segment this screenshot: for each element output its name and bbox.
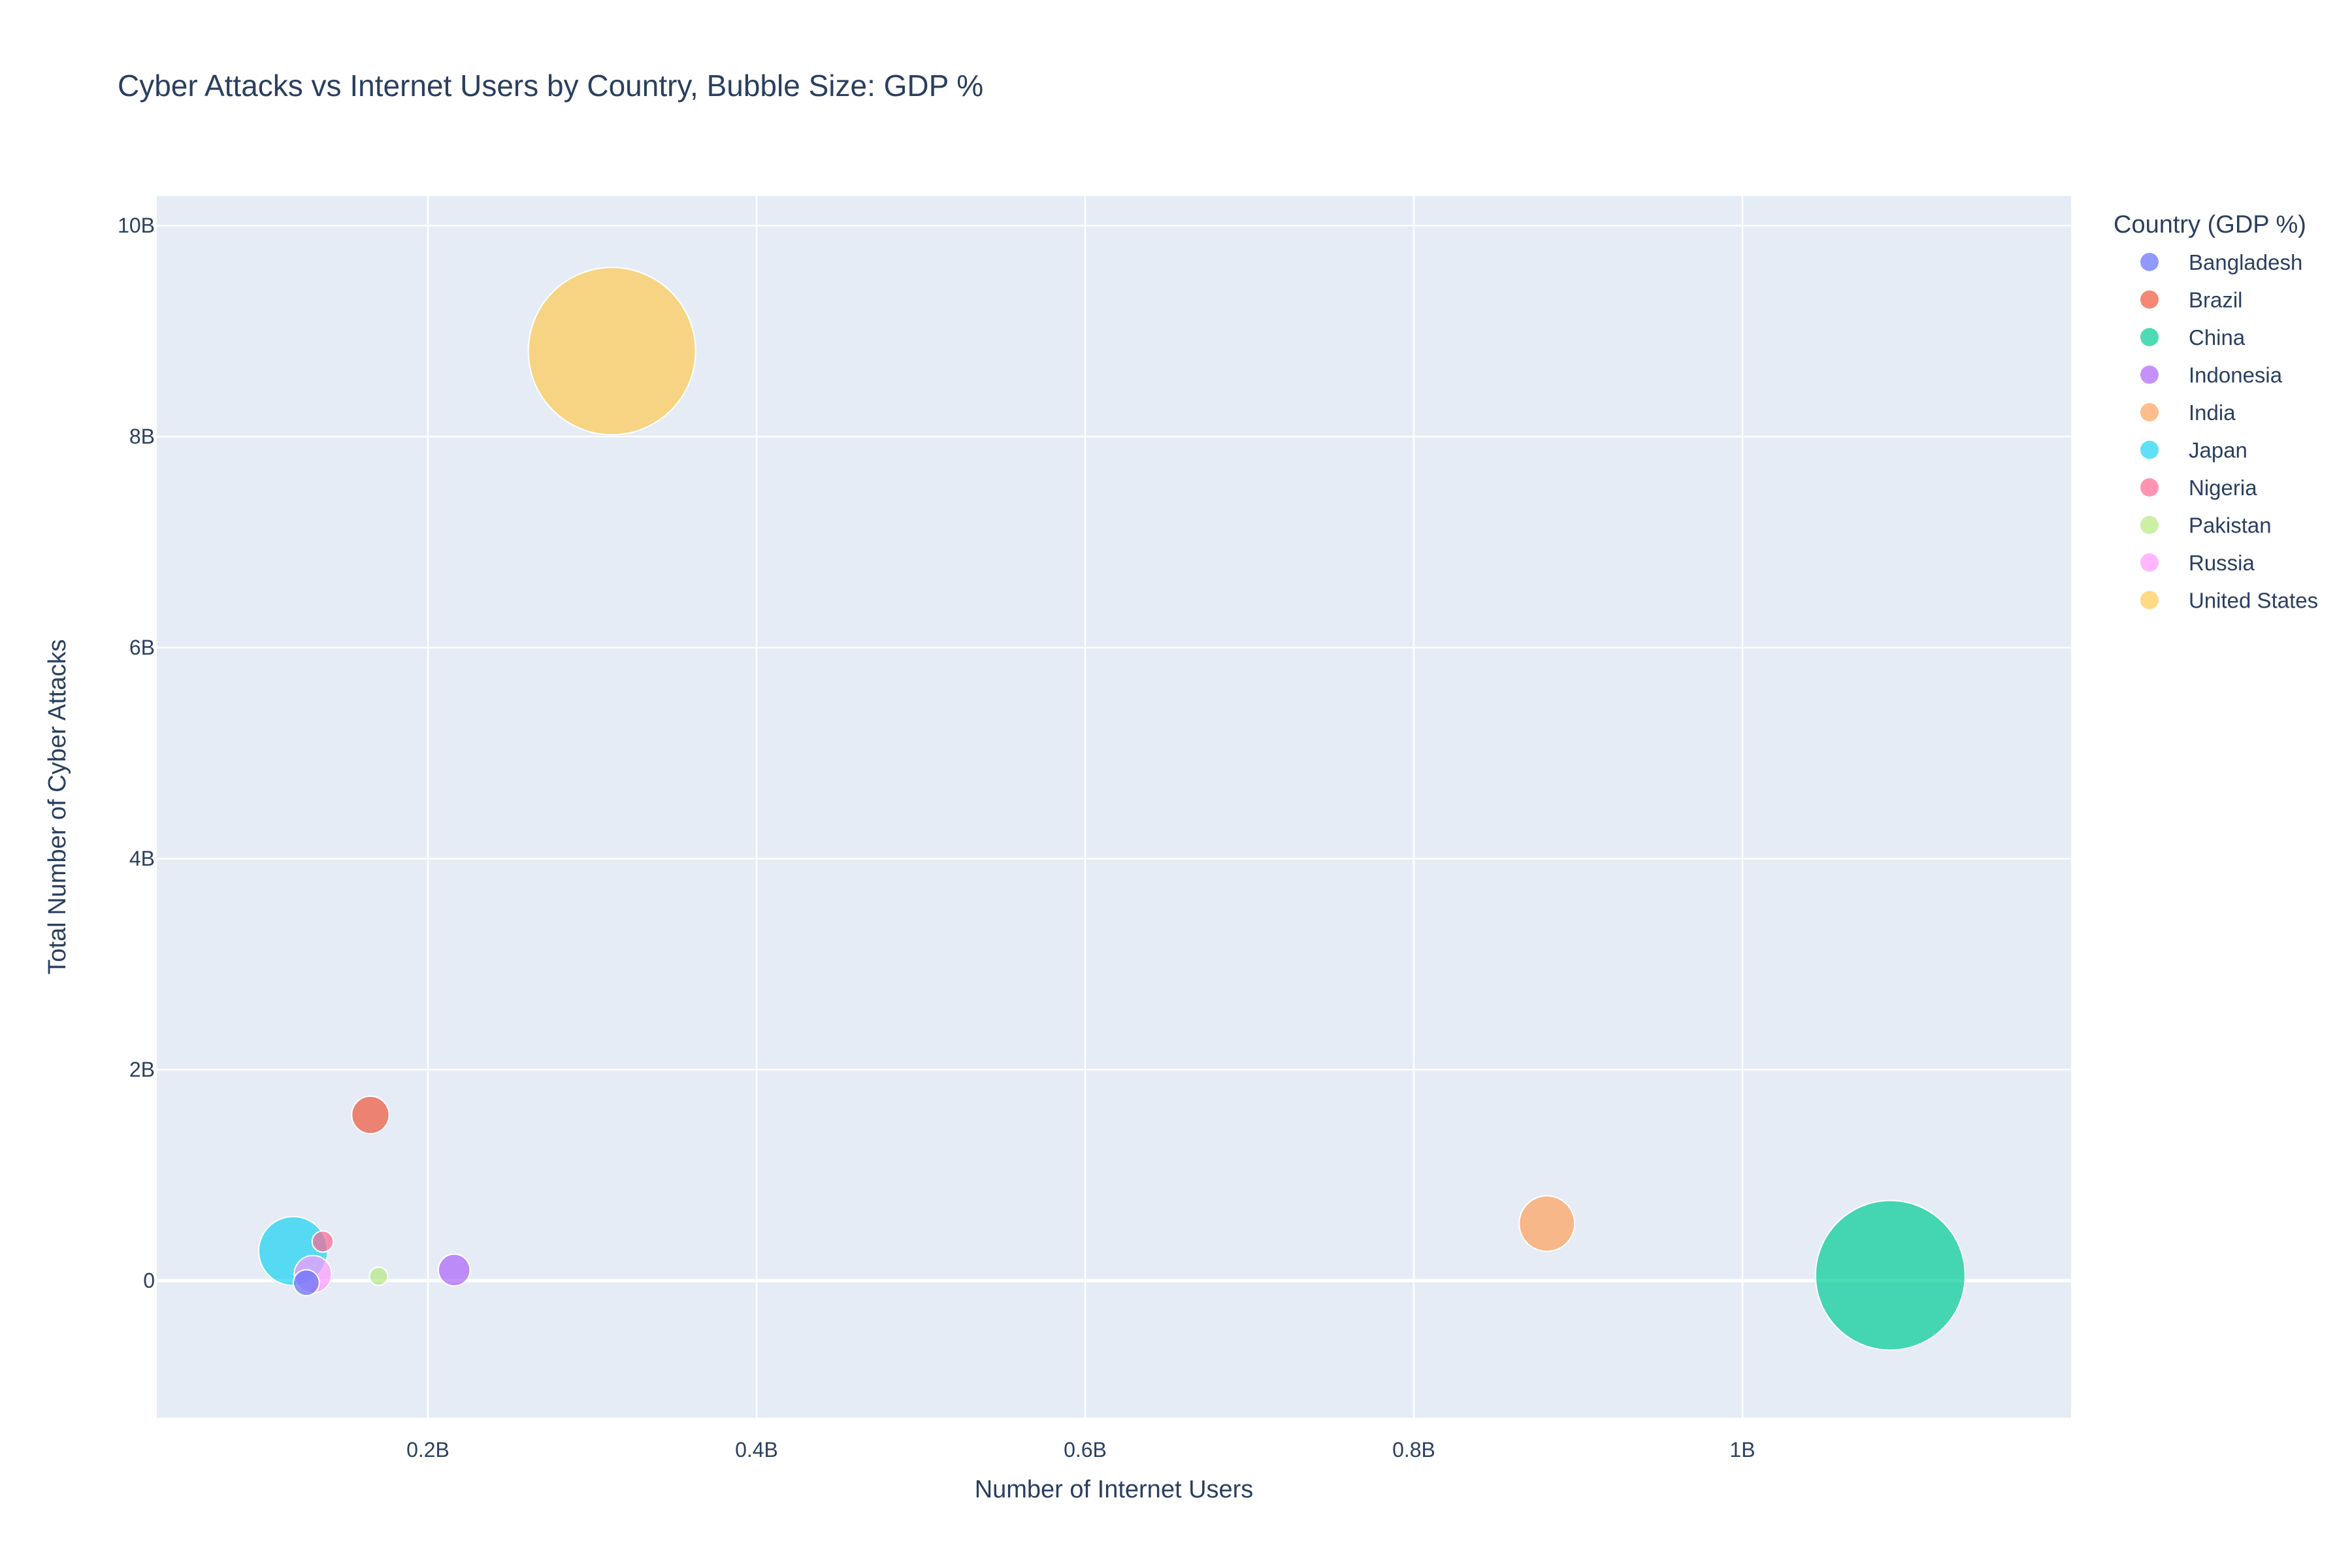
legend-label: Russia [2189, 551, 2255, 575]
x-tick-label: 0.6B [1064, 1438, 1107, 1462]
legend-item-bangladesh[interactable]: Bangladesh [2140, 250, 2302, 274]
bubble-india[interactable] [1518, 1195, 1576, 1252]
legend-label: Bangladesh [2189, 250, 2302, 274]
legend-marker [2140, 515, 2159, 534]
x-tick-label: 0.2B [406, 1438, 449, 1462]
legend: Country (GDP %) Bangladesh Brazil China Ind… [2114, 211, 2318, 613]
legend-marker [2140, 478, 2159, 497]
x-tick-label: 1B [1729, 1438, 1755, 1462]
bubble-indonesia[interactable] [437, 1253, 471, 1287]
data-bubbles [257, 267, 1966, 1351]
bubble-brazil[interactable] [351, 1095, 390, 1135]
legend-marker [2140, 440, 2159, 459]
x-axis-title: Number of Internet Users [975, 1476, 1254, 1503]
legend-marker [2140, 290, 2159, 309]
legend-item-nigeria[interactable]: Nigeria [2140, 476, 2257, 500]
bubble-united-states[interactable] [527, 267, 696, 436]
legend-marker [2140, 253, 2159, 271]
chart-title: Cyber Attacks vs Internet Users by Count… [118, 69, 983, 103]
legend-item-indonesia[interactable]: Indonesia [2140, 363, 2283, 387]
legend-title: Country (GDP %) [2114, 211, 2306, 238]
legend-label: Indonesia [2189, 363, 2283, 387]
legend-label: Nigeria [2189, 476, 2257, 500]
legend-item-china[interactable]: China [2140, 325, 2246, 350]
legend-item-brazil[interactable]: Brazil [2140, 288, 2243, 312]
legend-marker [2140, 553, 2159, 572]
legend-label: Japan [2189, 438, 2247, 463]
x-tick-label: 0.4B [735, 1438, 778, 1462]
legend-item-russia[interactable]: Russia [2140, 551, 2255, 575]
y-tick-label: 0 [143, 1269, 155, 1292]
legend-item-japan[interactable]: Japan [2140, 438, 2247, 463]
x-tick-label: 0.8B [1392, 1438, 1435, 1462]
y-axis-ticks: 0 2B 4B 6B 8B 10B [118, 214, 155, 1292]
legend-label: United States [2189, 589, 2318, 613]
y-tick-label: 4B [129, 847, 155, 870]
bubble-nigeria[interactable] [311, 1230, 335, 1253]
legend-marker [2140, 591, 2159, 610]
legend-marker [2140, 328, 2159, 346]
legend-marker [2140, 403, 2159, 421]
legend-item-pakistan[interactable]: Pakistan [2140, 514, 2272, 538]
y-tick-label: 10B [118, 214, 155, 237]
x-axis-ticks: 0.2B 0.4B 0.6B 0.8B 1B [406, 1438, 1756, 1462]
y-axis-title: Total Number of Cyber Attacks [44, 639, 71, 974]
y-tick-label: 2B [129, 1058, 155, 1081]
bubble-bangladesh[interactable] [293, 1269, 320, 1297]
legend-item-india[interactable]: India [2140, 400, 2236, 425]
bubble-pakistan[interactable] [368, 1266, 389, 1286]
legend-marker [2140, 365, 2159, 384]
y-tick-label: 8B [129, 425, 155, 448]
legend-item-united-states[interactable]: United States [2140, 589, 2318, 613]
legend-label: India [2189, 400, 2236, 425]
plot-area[interactable] [157, 196, 2071, 1418]
bubble-china[interactable] [1814, 1200, 1966, 1351]
gridlines [157, 196, 2071, 1418]
legend-label: Pakistan [2189, 514, 2272, 538]
y-tick-label: 6B [129, 636, 155, 659]
legend-label: Brazil [2189, 288, 2243, 312]
legend-label: China [2189, 325, 2246, 350]
